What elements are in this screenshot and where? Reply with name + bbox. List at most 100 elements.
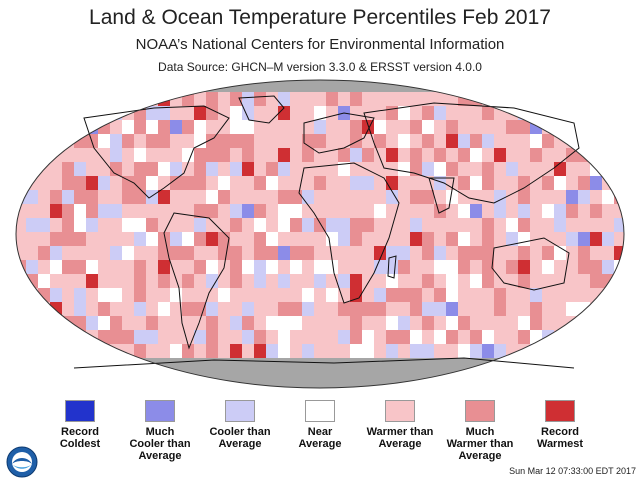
- grid-cell: [434, 176, 446, 190]
- grid-cell: [206, 288, 218, 302]
- grid-cell: [542, 218, 554, 232]
- grid-cell: [518, 330, 530, 344]
- grid-cell: [446, 120, 458, 134]
- grid-cell: [242, 274, 254, 288]
- grid-cell: [350, 218, 362, 232]
- grid-cell: [16, 92, 26, 106]
- grid-cell: [170, 316, 182, 330]
- grid-cell: [110, 190, 122, 204]
- legend-item-much-cooler: Much Cooler than Average: [120, 400, 200, 462]
- grid-cell: [590, 92, 602, 106]
- grid-cell: [122, 274, 134, 288]
- grid-cell: [50, 274, 62, 288]
- grid-cell: [254, 330, 266, 344]
- grid-cell: [134, 246, 146, 260]
- grid-cell: [278, 148, 290, 162]
- grid-cell: [230, 120, 242, 134]
- grid-cell: [458, 218, 470, 232]
- grid-cell: [16, 386, 26, 388]
- grid-cell: [254, 274, 266, 288]
- grid-cell: [194, 260, 206, 274]
- grid-cell: [470, 148, 482, 162]
- grid-cell: [482, 176, 494, 190]
- grid-cell: [350, 204, 362, 218]
- grid-cell: [338, 204, 350, 218]
- grid-cell: [422, 204, 434, 218]
- grid-cell: [146, 260, 158, 274]
- grid-cell: [410, 204, 422, 218]
- grid-cell: [74, 162, 86, 176]
- grid-cell: [410, 330, 422, 344]
- grid-cell: [518, 92, 530, 106]
- grid-cell: [410, 386, 422, 388]
- grid-cell: [302, 358, 314, 372]
- grid-cell: [614, 176, 624, 190]
- grid-cell: [434, 358, 446, 372]
- grid-cell: [266, 120, 278, 134]
- grid-cell: [314, 344, 326, 358]
- grid-cell: [266, 372, 278, 386]
- grid-cell: [590, 302, 602, 316]
- grid-cell: [386, 344, 398, 358]
- grid-cell: [266, 330, 278, 344]
- grid-cell: [50, 148, 62, 162]
- grid-cell: [614, 232, 624, 246]
- grid-cell: [350, 106, 362, 120]
- grid-cell: [74, 316, 86, 330]
- grid-cell: [614, 162, 624, 176]
- grid-cell: [242, 148, 254, 162]
- grid-cell: [74, 92, 86, 106]
- grid-cell: [350, 80, 362, 92]
- grid-cell: [278, 232, 290, 246]
- grid-cell: [266, 274, 278, 288]
- grid-cell: [254, 176, 266, 190]
- grid-cell: [302, 330, 314, 344]
- grid-cell: [590, 288, 602, 302]
- grid-cell: [254, 106, 266, 120]
- grid-cell: [542, 176, 554, 190]
- grid-cell: [62, 148, 74, 162]
- grid-cell: [302, 246, 314, 260]
- grid-cell: [290, 80, 302, 92]
- grid-cell: [50, 106, 62, 120]
- grid-cell: [530, 344, 542, 358]
- grid-cell: [494, 148, 506, 162]
- grid-cell: [374, 344, 386, 358]
- grid-cell: [134, 176, 146, 190]
- legend: Record Coldest Much Cooler than Average …: [40, 400, 600, 462]
- grid-cell: [410, 344, 422, 358]
- grid-cell: [602, 260, 614, 274]
- grid-cell: [230, 190, 242, 204]
- grid-cell: [158, 302, 170, 316]
- grid-cell: [578, 134, 590, 148]
- grid-cell: [506, 218, 518, 232]
- grid-cell: [506, 232, 518, 246]
- grid-cell: [434, 190, 446, 204]
- grid-cell: [458, 288, 470, 302]
- grid-cell: [302, 288, 314, 302]
- grid-cell: [302, 162, 314, 176]
- grid-cell: [122, 246, 134, 260]
- grid-cell: [86, 274, 98, 288]
- grid-cell: [350, 330, 362, 344]
- grid-cell: [398, 204, 410, 218]
- grid-cell: [434, 162, 446, 176]
- grid-cell: [338, 176, 350, 190]
- grid-cell: [350, 120, 362, 134]
- grid-cell: [422, 302, 434, 316]
- grid-cell: [590, 232, 602, 246]
- grid-cell: [446, 274, 458, 288]
- grid-cell: [314, 232, 326, 246]
- grid-cell: [566, 106, 578, 120]
- grid-cell: [530, 148, 542, 162]
- grid-cell: [134, 288, 146, 302]
- grid-cell: [38, 302, 50, 316]
- grid-cell: [74, 246, 86, 260]
- grid-cell: [470, 134, 482, 148]
- grid-cell: [326, 218, 338, 232]
- grid-cell: [542, 204, 554, 218]
- grid-cell: [98, 92, 110, 106]
- grid-cell: [74, 260, 86, 274]
- grid-cell: [590, 344, 602, 358]
- grid-cell: [134, 120, 146, 134]
